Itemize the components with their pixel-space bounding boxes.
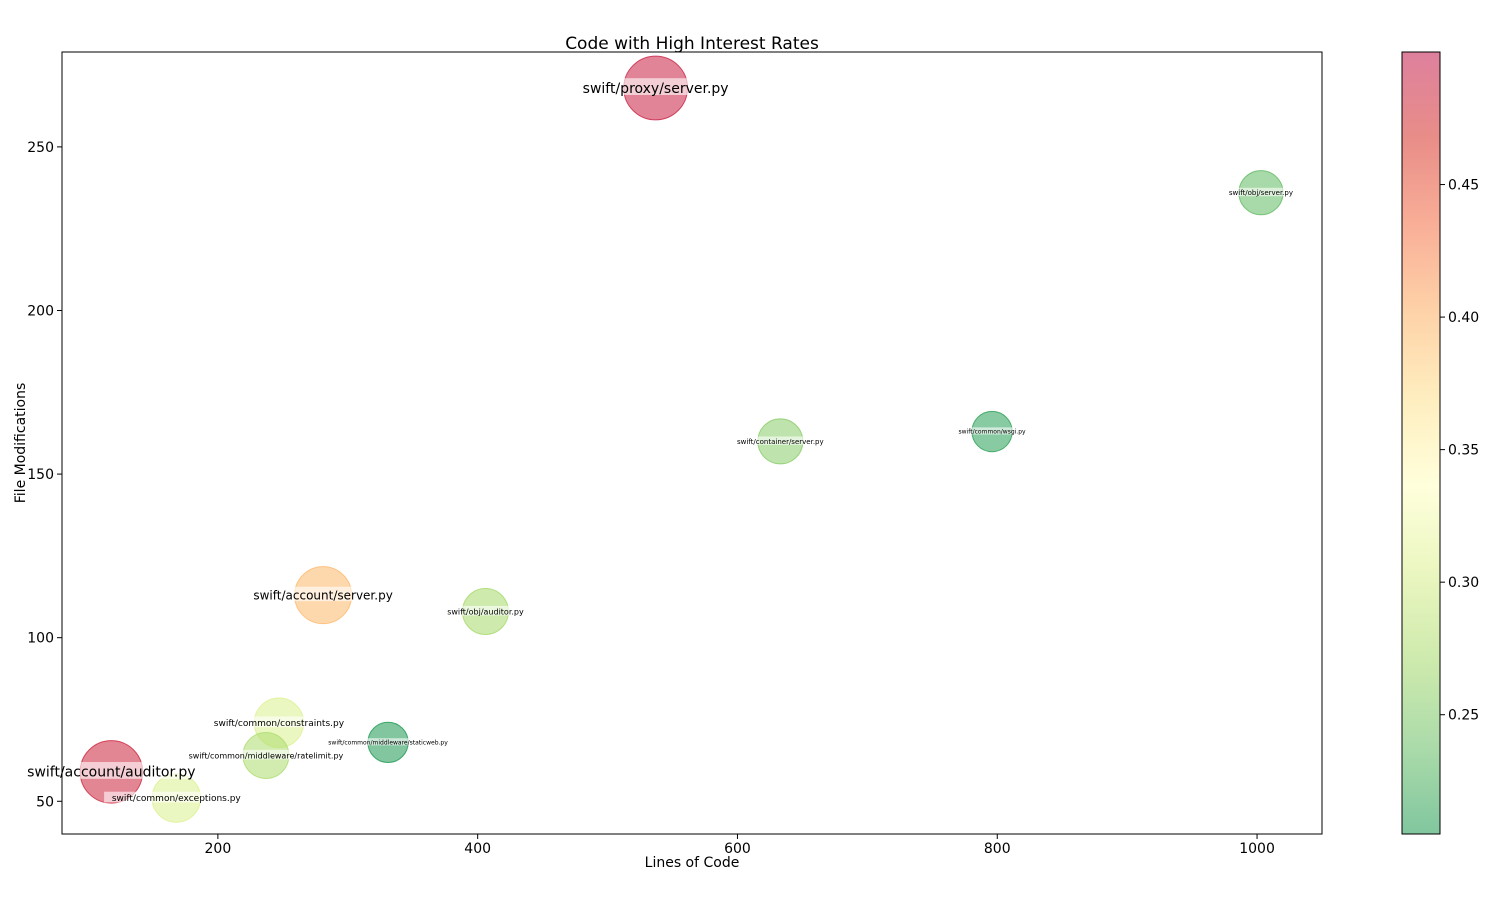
x-tick-label: 800	[984, 841, 1011, 857]
x-tick-label: 400	[464, 841, 491, 857]
bubble-label-background	[104, 791, 249, 803]
y-axis-label: File Modifications	[13, 383, 29, 504]
bubble-label: swift/common/constraints.py	[214, 719, 345, 729]
bubble-label-background	[435, 605, 536, 616]
bubble-label: swift/proxy/server.py	[583, 81, 729, 97]
bubble-label: swift/account/auditor.py	[27, 765, 195, 781]
bubble-label: swift/container/server.py	[737, 438, 824, 446]
bubble-label: swift/common/middleware/staticweb.py	[328, 739, 448, 746]
bubble-label-background	[177, 749, 355, 760]
x-tick-label: 600	[724, 841, 751, 857]
colorbar-tick-label: 0.45	[1448, 178, 1479, 194]
y-tick-label: 100	[27, 631, 54, 647]
colorbar	[1401, 51, 1441, 835]
bubble-label-background	[8, 762, 215, 779]
bubble-label-background	[954, 427, 1031, 435]
bubble-label: swift/common/wsgi.py	[959, 429, 1026, 436]
plot-area-frame	[61, 51, 1323, 835]
bubble-label: swift/common/exceptions.py	[112, 794, 242, 804]
bubble-layer: swift/proxy/server.py swift/obj/server.py…	[8, 55, 1303, 823]
x-tick-label: 200	[205, 841, 232, 857]
x-tick-label: 1000	[1239, 841, 1275, 857]
colorbar-axis: 0.25 0.30 0.35 0.40 0.45	[1440, 178, 1479, 724]
x-axis-label: Lines of Code	[645, 855, 740, 871]
bubble-label: swift/obj/server.py	[1229, 189, 1293, 197]
colorbar-tick-label: 0.25	[1448, 708, 1479, 724]
y-tick-label: 200	[27, 303, 54, 319]
bubble-label-background	[565, 78, 746, 95]
y-tick-label: 150	[27, 467, 54, 483]
bubble-label-background	[1219, 187, 1303, 197]
colorbar-tick-label: 0.35	[1448, 443, 1479, 459]
x-axis: 200 400 600 800 1000	[205, 834, 1275, 857]
y-tick-label: 50	[36, 794, 54, 810]
bubble-label-background	[725, 436, 835, 445]
y-axis: 50 100 150 200 250	[27, 140, 62, 810]
bubble-label: swift/common/middleware/ratelimit.py	[189, 751, 344, 760]
bubble-label-background	[204, 716, 354, 728]
chart-title: Code with High Interest Rates	[565, 34, 819, 54]
bubble-label-background	[238, 586, 408, 602]
colorbar-tick-label: 0.40	[1448, 310, 1479, 326]
colorbar-tick-label: 0.30	[1448, 575, 1479, 591]
bubble-label: swift/account/server.py	[253, 588, 392, 602]
bubble-label: swift/obj/auditor.py	[447, 607, 524, 616]
bubble-label-background	[321, 738, 455, 746]
y-tick-label: 250	[27, 140, 54, 156]
